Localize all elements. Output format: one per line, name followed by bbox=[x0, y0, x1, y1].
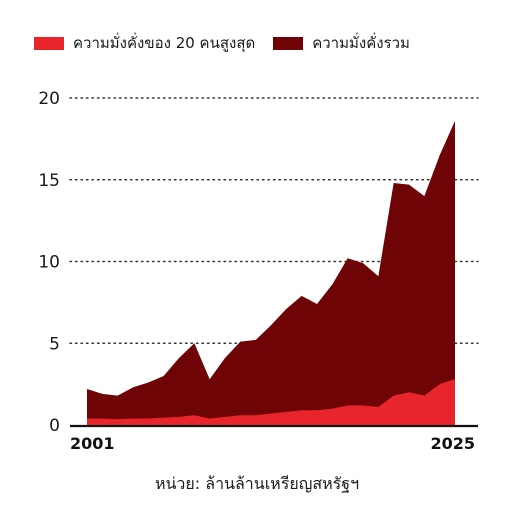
legend-label-total: ความมั่งคั่งรวม bbox=[312, 34, 410, 52]
unit-note: หน่วย: ล้านล้านเหรียญสหรัฐฯ bbox=[154, 474, 360, 493]
legend-swatch-total bbox=[273, 36, 304, 50]
y-tick-label-15: 15 bbox=[38, 171, 60, 191]
x-tick-label-2001: 2001 bbox=[70, 434, 115, 453]
area-chart: 0 5 10 15 20 2001 2025 bbox=[38, 89, 479, 453]
x-tick-label-2025: 2025 bbox=[430, 434, 475, 453]
y-tick-label-0: 0 bbox=[49, 416, 60, 436]
y-tick-label-10: 10 bbox=[38, 253, 60, 273]
area-top20 bbox=[87, 379, 455, 425]
legend-label-top20: ความมั่งคั่งของ 20 คนสูงสุด bbox=[73, 34, 256, 52]
legend-swatch-top20 bbox=[34, 36, 64, 50]
y-tick-label-20: 20 bbox=[38, 89, 60, 109]
chart-legend: ความมั่งคั่งของ 20 คนสูงสุด ความมั่งคั่ง… bbox=[34, 32, 428, 54]
area-total bbox=[87, 120, 455, 425]
y-tick-label-5: 5 bbox=[49, 334, 60, 354]
legend-item-top20: ความมั่งคั่งของ 20 คนสูงสุด bbox=[34, 31, 255, 55]
legend-item-total: ความมั่งคั่งรวม bbox=[273, 31, 410, 55]
